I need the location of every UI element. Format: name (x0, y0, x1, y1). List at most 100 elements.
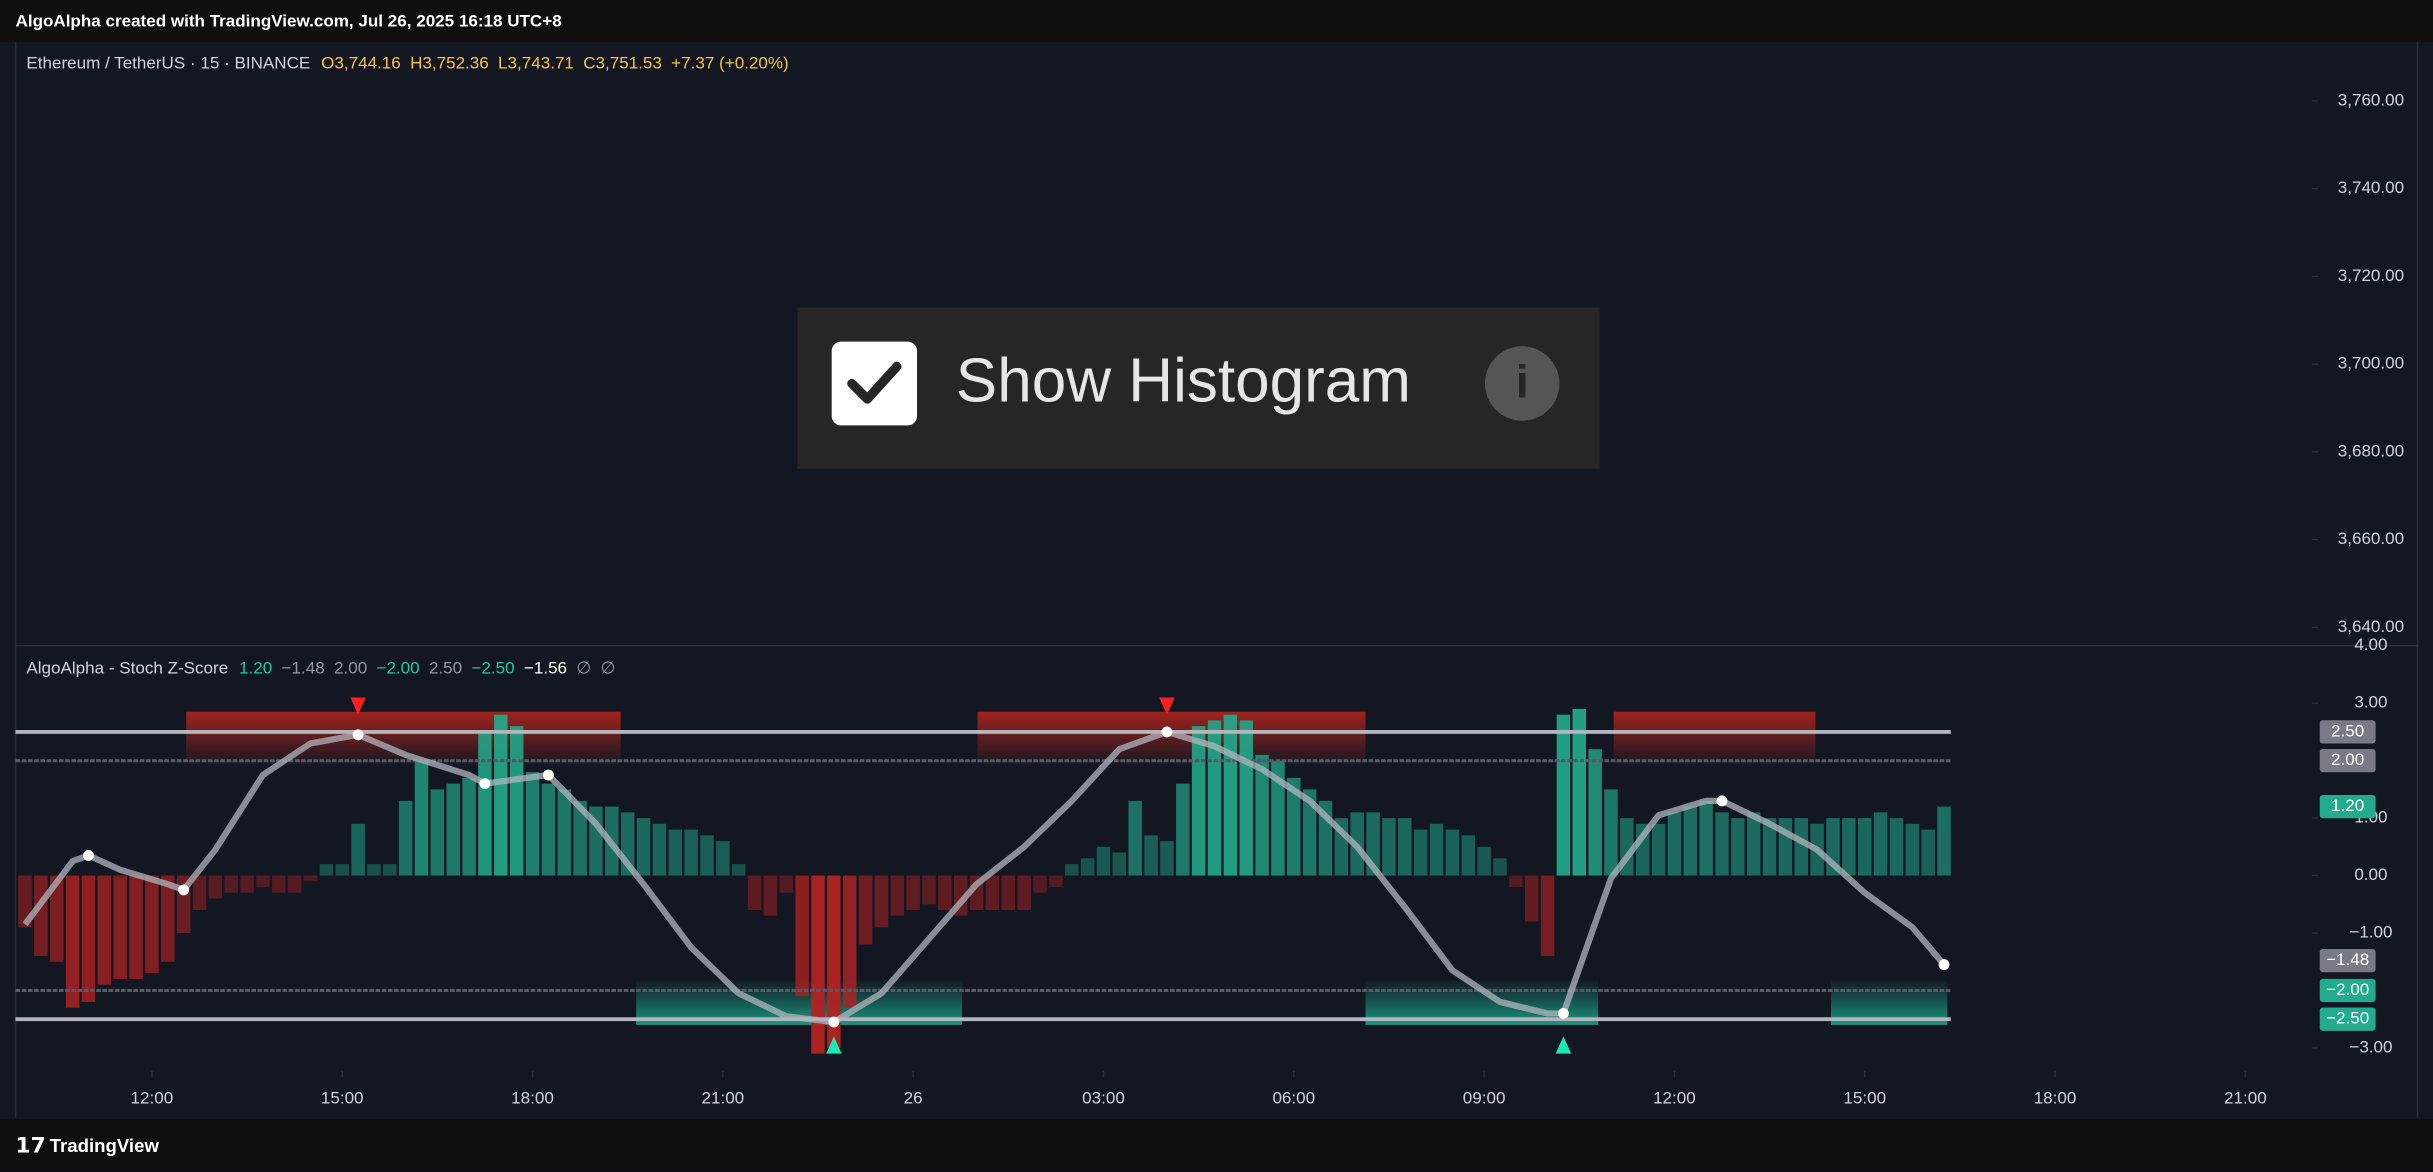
histogram-bar (684, 829, 698, 876)
histogram-bar (1540, 875, 1555, 956)
histogram-bar (1049, 875, 1063, 888)
checkbox[interactable] (831, 341, 918, 426)
x-tick-label: 06:00 (1272, 1088, 1315, 1107)
indicator-legend-value: ∅ (601, 659, 616, 678)
x-tick-label: 15:00 (321, 1088, 364, 1107)
histogram-bar (652, 823, 667, 876)
y-tick-label: 3,760.00 (2338, 90, 2404, 109)
histogram-bar (779, 875, 794, 893)
histogram-bar (97, 875, 112, 985)
histogram-bar (1762, 818, 1777, 876)
signal-dot (352, 729, 364, 741)
histogram-bar (747, 875, 762, 911)
footer-logo: 𝟭𝟳 (16, 1133, 46, 1158)
histogram-bar (525, 772, 540, 876)
histogram-bar (1239, 720, 1253, 876)
histogram-bar (636, 818, 651, 876)
histogram-bar (272, 875, 286, 893)
histogram-bar (446, 783, 460, 876)
signal-dot (178, 884, 190, 896)
indicator-legend-value: −2.50 (471, 659, 514, 678)
x-tick-label: 09:00 (1463, 1088, 1506, 1107)
indicator-legend-value: −1.48 (282, 659, 325, 678)
histogram-bar (462, 777, 476, 876)
histogram-bar (1065, 864, 1079, 876)
histogram-bar (1017, 875, 1031, 911)
histogram-bar (1889, 818, 1904, 876)
histogram-bar (1255, 754, 1269, 876)
histogram-bar (1905, 823, 1920, 876)
histogram-bar (1873, 812, 1888, 876)
histogram-bar (383, 864, 397, 876)
histogram-bar (1223, 714, 1238, 876)
histogram-bar (1413, 829, 1428, 876)
value-badge (2319, 948, 2376, 973)
histogram-bar (1445, 829, 1460, 876)
histogram-bar (938, 875, 952, 911)
ohlc-label: H3,752.36 (410, 53, 489, 72)
histogram-bar (192, 875, 207, 911)
histogram-bar (65, 875, 80, 1008)
x-tick-label: 26 (904, 1088, 923, 1107)
glow (977, 711, 1366, 767)
histogram-bar (81, 875, 96, 1002)
histogram-bar (1096, 846, 1111, 876)
histogram-bar (1287, 777, 1301, 876)
y-tick-label: −3.00 (2349, 1037, 2392, 1056)
x-tick-label: 15:00 (1843, 1088, 1886, 1107)
histogram-bar (34, 875, 48, 956)
info-glyph: i (1516, 355, 1529, 407)
value-badge-label: 1.20 (2331, 796, 2364, 815)
histogram-bar (858, 875, 873, 945)
y-tick-label: 3,680.00 (2338, 441, 2404, 460)
ohlc-label: L3,743.71 (498, 53, 574, 72)
ohlc-label: C3,751.53 (583, 53, 662, 72)
signal-dot (83, 850, 94, 861)
histogram-bar (1271, 760, 1285, 876)
histogram-bar (319, 864, 334, 876)
plot-layer: 3,640.00 3,660.00 3,680.00 3,700.00 3,720.00… (15, 53, 2404, 1107)
histogram-bar (145, 875, 159, 974)
histogram-bar (1857, 818, 1872, 876)
histogram-bar (113, 875, 127, 979)
histogram-bar (795, 875, 809, 997)
histogram-bar (1176, 783, 1190, 876)
signal-dot (1557, 1008, 1569, 1019)
header-title: AlgoAlpha created with TradingView.com, … (16, 11, 562, 30)
x-tick-label: 12:00 (1653, 1088, 1696, 1107)
indicator-legend-value: 2.00 (334, 659, 367, 678)
x-tick-label: 21:00 (2224, 1088, 2267, 1107)
sell-arrow (1159, 697, 1175, 715)
histogram-bar (1524, 875, 1539, 922)
ohlc-label: +7.37 (+0.20%) (671, 53, 789, 72)
histogram-bar (573, 800, 587, 876)
y-tick-label: 0.00 (2354, 865, 2387, 884)
histogram-bar (842, 875, 857, 1008)
histogram-bar (731, 864, 746, 876)
histogram-bar (716, 841, 730, 876)
glow (1613, 711, 1816, 767)
histogram-bar (1080, 858, 1095, 876)
histogram-bar (1746, 812, 1761, 876)
histogram-bar (240, 875, 254, 893)
value-badge (2319, 720, 2376, 744)
value-badge (2319, 1007, 2376, 1031)
histogram-bar (129, 875, 143, 979)
y-tick-label: 3,660.00 (2338, 529, 2404, 548)
x-tick-label: 12:00 (131, 1088, 174, 1107)
histogram-bar (1556, 714, 1571, 876)
histogram-bar (1715, 812, 1729, 876)
x-tick-label: 21:00 (702, 1088, 745, 1107)
histogram-bar (1842, 818, 1856, 876)
checkmark (847, 361, 902, 404)
zscore-line (22, 728, 1947, 1026)
info-icon[interactable] (1484, 346, 1560, 421)
histogram-bar (1398, 818, 1412, 876)
histogram-bar (50, 875, 64, 962)
y-tick-label: 3,640.00 (2338, 617, 2404, 636)
value-badge-label: −1.48 (2326, 950, 2369, 969)
signal-dot (1161, 726, 1173, 738)
